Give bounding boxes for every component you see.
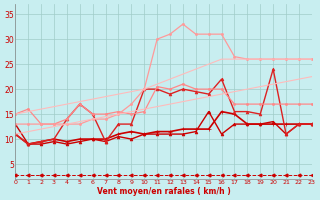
X-axis label: Vent moyen/en rafales ( km/h ): Vent moyen/en rafales ( km/h ) <box>97 187 230 196</box>
